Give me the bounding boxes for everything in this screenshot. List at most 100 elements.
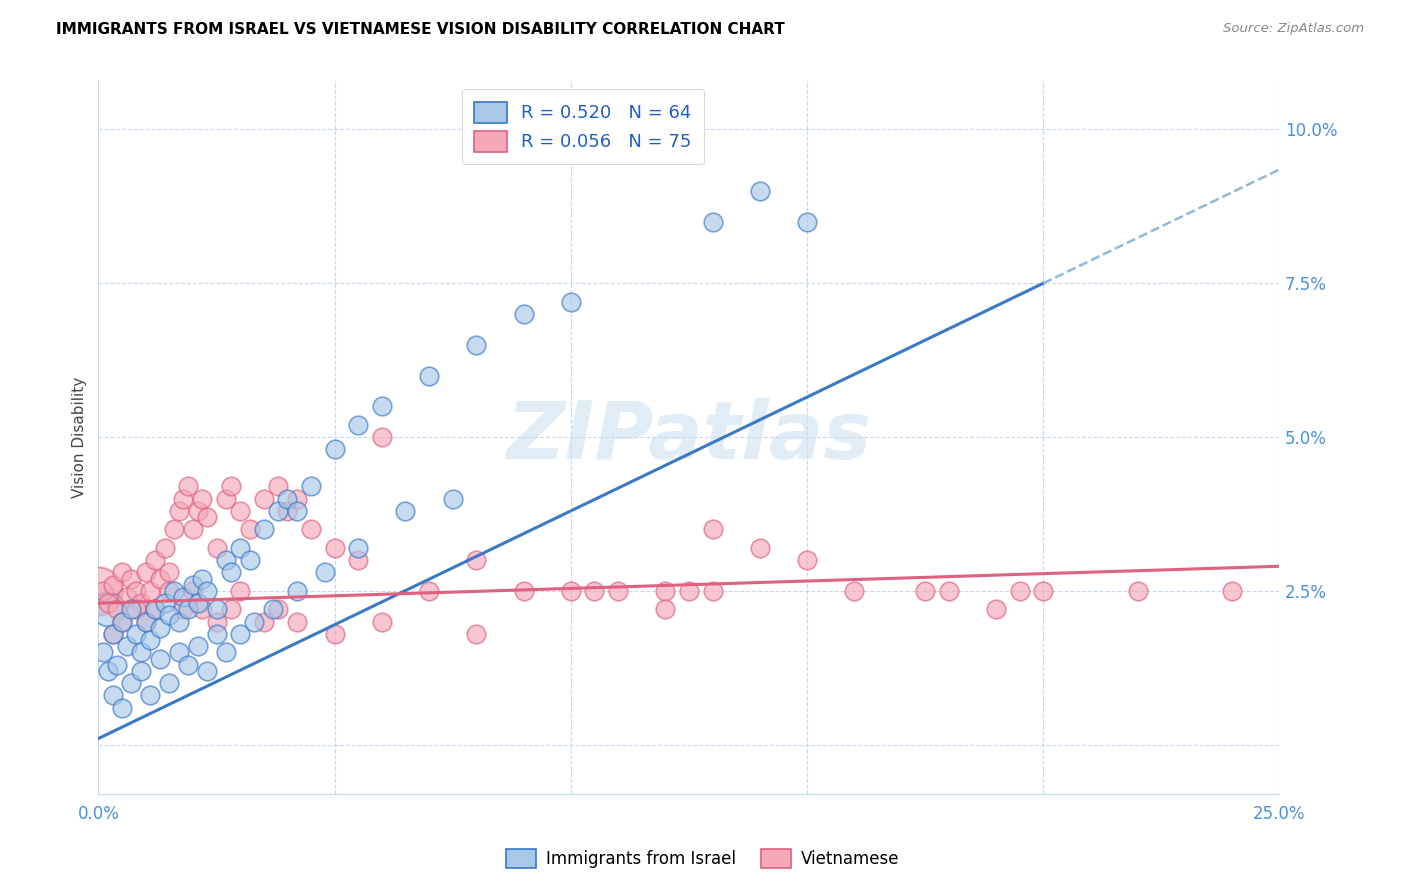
Point xyxy=(111,566,134,580)
Point xyxy=(394,504,416,518)
Point xyxy=(143,602,166,616)
Point xyxy=(253,491,276,506)
Point xyxy=(219,566,242,580)
Point xyxy=(215,645,238,659)
Point xyxy=(163,522,186,536)
Point xyxy=(267,479,290,493)
Point xyxy=(87,583,110,598)
Point xyxy=(187,639,209,653)
Point xyxy=(938,583,960,598)
Point xyxy=(129,596,152,610)
Point xyxy=(215,491,238,506)
Point xyxy=(195,583,218,598)
Point xyxy=(111,615,134,629)
Point xyxy=(299,479,322,493)
Point xyxy=(121,676,143,690)
Point xyxy=(560,294,582,309)
Point xyxy=(253,522,276,536)
Point xyxy=(157,608,180,623)
Point xyxy=(583,583,606,598)
Point xyxy=(219,602,242,616)
Point xyxy=(115,590,138,604)
Point xyxy=(267,602,290,616)
Point xyxy=(167,504,190,518)
Point xyxy=(139,689,162,703)
Point xyxy=(125,602,148,616)
Y-axis label: Vision Disability: Vision Disability xyxy=(72,376,87,498)
Point xyxy=(91,583,114,598)
Point xyxy=(702,215,724,229)
Point xyxy=(262,602,284,616)
Point xyxy=(285,491,308,506)
Point xyxy=(229,541,252,555)
Point xyxy=(191,572,214,586)
Point xyxy=(177,479,200,493)
Point xyxy=(702,583,724,598)
Point xyxy=(177,602,200,616)
Point xyxy=(465,553,488,567)
Point xyxy=(299,522,322,536)
Point xyxy=(97,602,120,616)
Point xyxy=(205,615,228,629)
Point xyxy=(135,615,157,629)
Point xyxy=(139,583,162,598)
Point xyxy=(129,664,152,678)
Point xyxy=(115,639,138,653)
Point xyxy=(129,645,152,659)
Point xyxy=(276,491,298,506)
Point xyxy=(748,184,770,198)
Point xyxy=(371,430,394,444)
Point xyxy=(135,566,157,580)
Point xyxy=(512,307,534,321)
Point xyxy=(347,541,370,555)
Point xyxy=(1032,583,1054,598)
Point xyxy=(101,627,124,641)
Point xyxy=(323,541,346,555)
Point xyxy=(191,491,214,506)
Point xyxy=(205,627,228,641)
Point xyxy=(229,627,252,641)
Point xyxy=(172,590,194,604)
Point xyxy=(371,400,394,414)
Point xyxy=(149,651,172,665)
Point xyxy=(796,553,818,567)
Point xyxy=(239,553,262,567)
Point xyxy=(181,583,204,598)
Point xyxy=(91,645,114,659)
Point xyxy=(105,602,128,616)
Point xyxy=(191,602,214,616)
Point xyxy=(702,522,724,536)
Point xyxy=(195,664,218,678)
Point xyxy=(229,504,252,518)
Point xyxy=(267,504,290,518)
Point xyxy=(181,522,204,536)
Point xyxy=(215,553,238,567)
Point xyxy=(984,602,1007,616)
Point xyxy=(512,583,534,598)
Point xyxy=(121,572,143,586)
Legend: R = 0.520   N = 64, R = 0.056   N = 75: R = 0.520 N = 64, R = 0.056 N = 75 xyxy=(461,89,704,164)
Point xyxy=(654,602,676,616)
Point xyxy=(125,627,148,641)
Text: Source: ZipAtlas.com: Source: ZipAtlas.com xyxy=(1223,22,1364,36)
Point xyxy=(205,602,228,616)
Point xyxy=(172,602,194,616)
Point xyxy=(97,596,120,610)
Point xyxy=(111,615,134,629)
Point xyxy=(157,566,180,580)
Point xyxy=(418,368,440,383)
Point xyxy=(205,541,228,555)
Point xyxy=(285,615,308,629)
Point xyxy=(143,602,166,616)
Point xyxy=(239,522,262,536)
Point xyxy=(654,583,676,598)
Point xyxy=(441,491,464,506)
Point xyxy=(101,627,124,641)
Point xyxy=(163,583,186,598)
Legend: Immigrants from Israel, Vietnamese: Immigrants from Israel, Vietnamese xyxy=(499,842,907,875)
Point xyxy=(121,602,143,616)
Point xyxy=(101,578,124,592)
Point xyxy=(243,615,266,629)
Point xyxy=(157,583,180,598)
Point xyxy=(465,338,488,352)
